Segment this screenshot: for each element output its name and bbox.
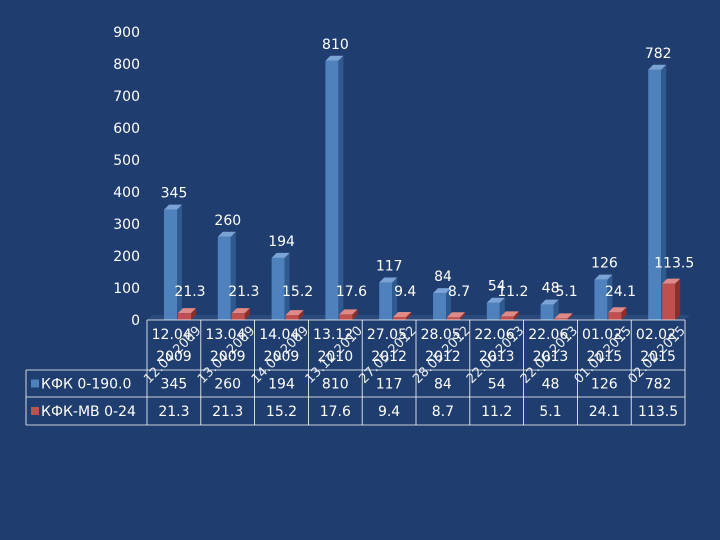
table-cell: 21.3	[158, 404, 189, 420]
bar-kfk-mb	[231, 308, 250, 320]
category-label: 2013	[479, 349, 515, 365]
table-cell: 194	[268, 377, 295, 393]
table-cell: 126	[591, 377, 618, 393]
table-cell: 21.3	[212, 404, 243, 420]
bar-kfk-mb	[339, 309, 358, 320]
table-cell: 24.1	[589, 404, 620, 420]
table-cell: 810	[322, 377, 349, 393]
y-tick-label: 800	[113, 57, 140, 73]
y-tick-label: 700	[113, 89, 140, 105]
category-label: 01.02.	[582, 327, 627, 343]
y-tick-label: 300	[113, 217, 140, 233]
y-tick-label: 200	[113, 249, 140, 265]
bar-kfk-mb	[447, 312, 465, 320]
category-label: 2012	[425, 349, 461, 365]
data-label-kfk: 782	[645, 46, 672, 62]
bar-kfk-mb	[393, 311, 412, 320]
category-label: 22.06.	[528, 327, 573, 343]
table-cell: 345	[161, 377, 188, 393]
category-label: 2015	[640, 349, 676, 365]
bar-kfk	[217, 231, 236, 320]
data-label-kfk-mb: 113.5	[654, 256, 694, 272]
bar-kfk	[594, 274, 613, 320]
y-tick-label: 400	[113, 185, 140, 201]
category-label: 2009	[210, 349, 246, 365]
category-label: 2012	[371, 349, 407, 365]
y-tick-label: 0	[131, 313, 140, 329]
data-label-kfk: 345	[161, 186, 188, 202]
table-cell: 48	[542, 377, 560, 393]
data-label-kfk: 126	[591, 256, 618, 272]
data-label-kfk: 54	[488, 279, 506, 295]
bar-kfk	[164, 204, 182, 320]
bar-kfk	[325, 55, 344, 321]
data-label-kfk-mb: 21.3	[228, 284, 259, 300]
data-label-kfk-mb: 17.6	[336, 284, 367, 300]
legend-label-kfk-mb: КФК-МВ 0-24	[41, 404, 136, 420]
bar-kfk	[433, 288, 451, 320]
bar-kfk-mb	[608, 307, 627, 320]
table-cell: 54	[488, 377, 506, 393]
y-tick-label: 100	[113, 281, 140, 297]
table-cell: 117	[376, 377, 403, 393]
category-label: 13.12.	[313, 327, 358, 343]
bar-kfk	[271, 252, 290, 320]
y-tick-label: 500	[113, 153, 140, 169]
table-cell: 782	[645, 377, 672, 393]
category-label: 12.04.	[152, 327, 197, 343]
data-label-kfk: 194	[268, 234, 295, 250]
bar-kfk-mb	[662, 278, 681, 320]
table-cell: 9.4	[378, 404, 400, 420]
data-label-kfk-mb: 5.1	[555, 284, 577, 300]
legend-key-kfk-mb	[31, 407, 39, 415]
category-label: 2015	[586, 349, 622, 365]
y-tick-label: 600	[113, 121, 140, 137]
category-label: 13.04.	[205, 327, 250, 343]
category-label: 2013	[533, 349, 569, 365]
data-label-kfk-mb: 15.2	[282, 284, 313, 300]
category-label: 02.02.	[636, 327, 681, 343]
data-label-kfk-mb: 8.7	[448, 284, 470, 300]
data-label-kfk: 117	[376, 259, 403, 275]
bar-kfk-mb	[554, 313, 573, 320]
category-label: 2010	[317, 349, 353, 365]
bar-kfk-mb	[178, 308, 196, 320]
table-cell: 84	[434, 377, 452, 393]
category-label: 2009	[264, 349, 300, 365]
bar-kfk	[540, 299, 559, 320]
legend-key-kfk	[31, 379, 39, 388]
data-label-kfk-mb: 11.2	[497, 284, 528, 300]
data-label-kfk-mb: 24.1	[605, 284, 636, 300]
bar-kfk-mb	[285, 310, 304, 320]
table-cell: 260	[214, 377, 241, 393]
table-cell: 113.5	[638, 404, 678, 420]
category-label: 28.05.	[421, 327, 466, 343]
y-tick-label: 900	[113, 25, 140, 41]
table-cell: 17.6	[320, 404, 351, 420]
bar-kfk-mb	[500, 311, 519, 320]
data-label-kfk-mb: 9.4	[394, 284, 416, 300]
data-label-kfk: 810	[322, 37, 349, 53]
bar-kfk	[648, 64, 667, 320]
legend-label-kfk: КФК 0-190.0	[41, 377, 131, 393]
category-label: 14.04.	[259, 327, 304, 343]
data-label-kfk: 260	[214, 213, 241, 229]
data-label-kfk-mb: 21.3	[174, 284, 205, 300]
table-cell: 8.7	[432, 404, 454, 420]
category-label: 22.06.	[474, 327, 519, 343]
data-label-kfk: 48	[542, 281, 560, 297]
category-label: 2009	[156, 349, 192, 365]
table-cell: 11.2	[481, 404, 512, 420]
table-cell: 15.2	[266, 404, 297, 420]
category-label: 27.05.	[367, 327, 412, 343]
table-cell: 5.1	[539, 404, 561, 420]
data-label-kfk: 84	[434, 269, 452, 285]
bar-kfk	[379, 277, 398, 320]
